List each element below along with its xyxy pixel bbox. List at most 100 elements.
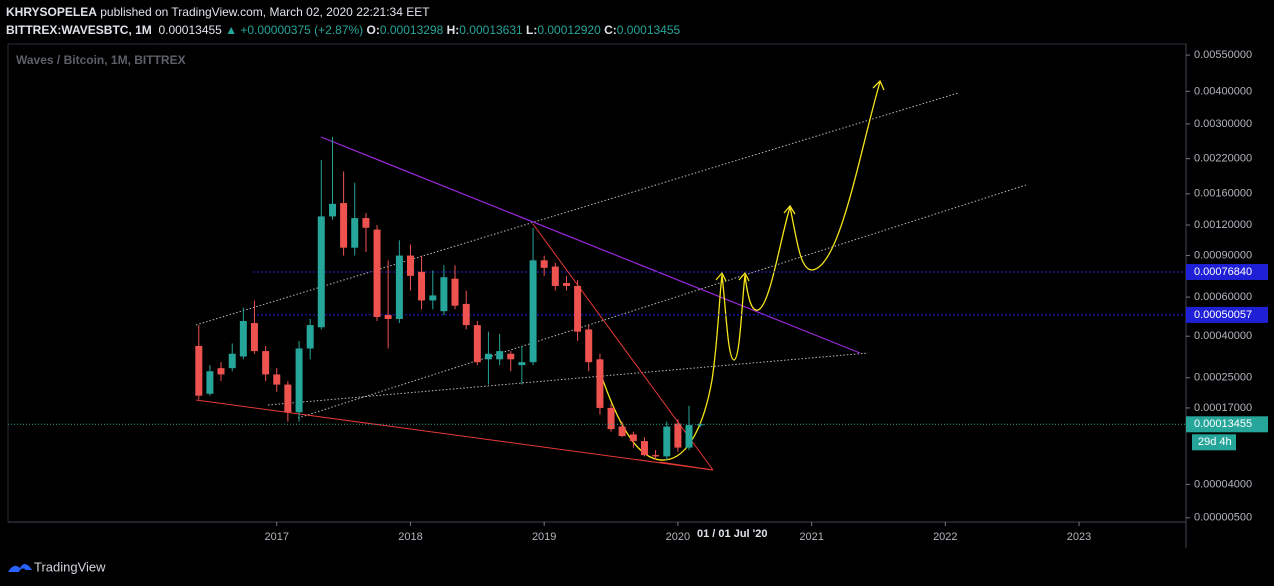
- candle-body: [217, 368, 225, 375]
- candle-body: [507, 353, 515, 360]
- y-tick-label: 0.00017000: [1194, 402, 1252, 414]
- last-price-label: 0.00013455: [1194, 418, 1252, 430]
- brand-logo: [8, 563, 32, 572]
- countdown: 29d 4h: [1198, 436, 1232, 448]
- candle-body: [551, 266, 559, 286]
- y-tick-label: 0.00060000: [1194, 291, 1252, 303]
- lower-wedge: [195, 399, 714, 471]
- candle-body: [496, 351, 504, 360]
- candle-body: [652, 455, 660, 457]
- c-label: C:: [604, 23, 617, 37]
- l-value: 0.00012920: [537, 23, 601, 37]
- candle-body: [574, 285, 582, 332]
- o-value: 0.00013298: [379, 23, 444, 37]
- candle-body: [351, 218, 359, 248]
- candle-body: [596, 359, 604, 408]
- y-tick-label: 0.00550000: [1194, 49, 1252, 61]
- candle-body: [373, 229, 381, 317]
- plot-frame: [7, 43, 1187, 523]
- candle-body: [607, 407, 615, 430]
- candle-body: [563, 282, 571, 286]
- published: published on TradingView.com, March 02, …: [100, 5, 430, 19]
- candle-body: [451, 278, 459, 306]
- candle-body: [674, 423, 682, 448]
- brand: TradingView: [34, 559, 106, 574]
- y-tick-label: 0.00025000: [1194, 372, 1252, 384]
- candle-body: [429, 295, 437, 301]
- header-line-2: BITTREX:WAVESBTC, 1M 0.00013455 ▲ +0.000…: [6, 21, 680, 39]
- candle-body: [284, 384, 292, 413]
- candle-body: [518, 362, 526, 366]
- y-tick-label: 0.00040000: [1194, 330, 1252, 342]
- candle-body: [239, 320, 247, 357]
- x-tick-label: 2020: [666, 531, 690, 543]
- candle-body: [462, 303, 470, 326]
- candle-body: [418, 271, 426, 301]
- candle-body: [406, 255, 414, 276]
- y-tick-label: 0.00090000: [1194, 249, 1252, 261]
- candle-body: [195, 345, 203, 396]
- h-value: 0.00013631: [459, 23, 523, 37]
- legend-title: Waves / Bitcoin, 1M, BITTREX: [16, 53, 186, 67]
- candle-body: [295, 348, 303, 413]
- candle-body: [618, 426, 626, 437]
- change: ▲ +0.00000375 (+2.87%): [225, 23, 364, 37]
- crosshair-label: 01 / 01 Jul '20: [697, 528, 768, 540]
- x-tick-label: 2019: [532, 531, 556, 543]
- candle-body: [629, 434, 637, 442]
- price-line-box: [1186, 306, 1268, 323]
- o-label: O:: [366, 23, 380, 37]
- wedge-base: [659, 461, 714, 471]
- x-tick-label: 2022: [933, 531, 957, 543]
- header: KHRYSOPELEA published on TradingView.com…: [6, 3, 680, 39]
- candle-body: [585, 329, 593, 363]
- y-tick-label: 0.00300000: [1194, 118, 1252, 130]
- candle-body: [306, 325, 314, 349]
- wedge-side: [532, 223, 714, 471]
- drawings: [195, 79, 1186, 471]
- candle-body: [206, 371, 214, 394]
- y-tick-label: 0.00000500: [1194, 512, 1252, 524]
- y-tick-label: 0.00160000: [1194, 188, 1252, 200]
- candle-body: [685, 425, 693, 448]
- author: KHRYSOPELEA: [6, 5, 97, 19]
- crosshair-box: [692, 525, 778, 542]
- support-line: [267, 352, 869, 406]
- candle-body: [317, 216, 325, 328]
- x-tick-label: 2017: [265, 531, 289, 543]
- header-line-1: KHRYSOPELEA published on TradingView.com…: [6, 3, 680, 21]
- symbol: BITTREX:WAVESBTC, 1M: [6, 23, 152, 37]
- candle-body: [540, 260, 548, 268]
- resistance-line: [320, 136, 861, 354]
- candle-body: [484, 353, 492, 360]
- last-price-box: [1186, 416, 1268, 433]
- candle-body: [329, 203, 337, 217]
- y-tick-label: 0.00004000: [1194, 478, 1252, 490]
- y-tick-label: 0.00220000: [1194, 153, 1252, 165]
- x-tick-label: 2018: [398, 531, 422, 543]
- footer: TradingView: [8, 559, 106, 574]
- candle-body: [262, 351, 270, 375]
- price-line-label: 0.00076840: [1194, 266, 1252, 278]
- candle-body: [250, 323, 258, 352]
- arrow-heads: [715, 79, 885, 282]
- candle-body: [340, 203, 348, 248]
- l-label: L:: [526, 23, 538, 37]
- price-line-label: 0.00050057: [1194, 309, 1252, 321]
- candle-body: [640, 441, 648, 456]
- candle-body: [440, 277, 448, 312]
- candle-body: [384, 315, 392, 319]
- price-line-box: [1186, 263, 1268, 280]
- y-tick-label: 0.00120000: [1194, 219, 1252, 231]
- x-tick-label: 2023: [1067, 531, 1091, 543]
- x-tick-label: 2021: [799, 531, 823, 543]
- last: 0.00013455: [158, 23, 222, 37]
- candle-body: [663, 426, 671, 457]
- candle-body: [228, 353, 236, 369]
- candle-body: [696, 424, 704, 426]
- h-label: H:: [446, 23, 460, 37]
- y-tick-label: 0.00400000: [1194, 85, 1252, 97]
- candle-body: [362, 218, 370, 228]
